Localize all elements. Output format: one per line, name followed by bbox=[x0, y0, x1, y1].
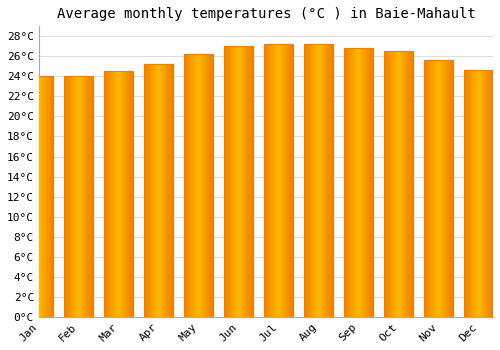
Bar bbox=[344, 48, 373, 317]
Bar bbox=[344, 48, 373, 317]
Bar bbox=[224, 46, 253, 317]
Bar bbox=[24, 76, 53, 317]
Bar bbox=[64, 76, 93, 317]
Bar bbox=[104, 71, 133, 317]
Bar bbox=[384, 51, 413, 317]
Bar bbox=[464, 70, 493, 317]
Bar bbox=[264, 44, 293, 317]
Bar bbox=[424, 60, 453, 317]
Bar bbox=[64, 76, 93, 317]
Bar bbox=[224, 46, 253, 317]
Bar bbox=[424, 60, 453, 317]
Bar bbox=[304, 44, 333, 317]
Bar bbox=[104, 71, 133, 317]
Bar bbox=[464, 70, 493, 317]
Bar bbox=[184, 54, 213, 317]
Bar bbox=[264, 44, 293, 317]
Bar bbox=[144, 64, 173, 317]
Bar bbox=[184, 54, 213, 317]
Title: Average monthly temperatures (°C ) in Baie-Mahault: Average monthly temperatures (°C ) in Ba… bbox=[56, 7, 476, 21]
Bar bbox=[24, 76, 53, 317]
Bar bbox=[384, 51, 413, 317]
Bar bbox=[144, 64, 173, 317]
Bar bbox=[304, 44, 333, 317]
